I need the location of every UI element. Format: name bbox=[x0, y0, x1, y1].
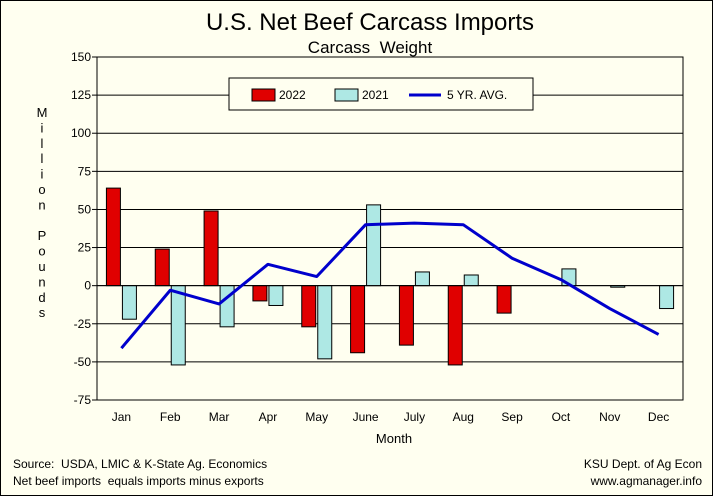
bar-2021-Jan bbox=[121, 285, 137, 320]
y-tick-label: 100 bbox=[71, 126, 91, 140]
x-tick-label: Feb bbox=[160, 410, 181, 424]
y-axis-label-char: i bbox=[41, 120, 44, 135]
y-tick-labels: 150 125 100 75 50 25 0 -25 -50 -75 bbox=[71, 50, 91, 407]
bar-2022-May bbox=[301, 285, 317, 328]
x-axis-label: Month bbox=[376, 431, 412, 446]
average-line-layer bbox=[120, 221, 660, 350]
y-axis-label-char: o bbox=[38, 182, 45, 197]
legend-swatch-2022 bbox=[251, 88, 276, 102]
bar-marks bbox=[97, 187, 683, 366]
y-axis-label-char: P bbox=[38, 228, 47, 243]
bar-2022-July bbox=[398, 285, 414, 346]
source-line-2: Net beef imports equals imports minus ex… bbox=[13, 474, 264, 488]
x-tick-labels: Jan Feb Mar Apr May June July Aug Sep Oct Nov Dec bbox=[112, 410, 670, 424]
chart-subtitle: Carcass Weight bbox=[308, 38, 433, 57]
y-axis-label-char: o bbox=[38, 244, 45, 259]
y-tick-label: 50 bbox=[78, 202, 92, 216]
bar-2022-Jan bbox=[105, 187, 121, 287]
y-axis-label-char: i bbox=[41, 167, 44, 182]
y-tick-label: 25 bbox=[78, 241, 92, 255]
x-tick-label: Dec bbox=[648, 410, 669, 424]
x-tick-label: June bbox=[353, 410, 379, 424]
x-tick-label: Apr bbox=[259, 410, 278, 424]
legend-swatch-2021 bbox=[334, 88, 359, 102]
bar-2021-June bbox=[366, 204, 382, 287]
y-axis-label-char: n bbox=[38, 197, 45, 212]
series-line-5yr-avg bbox=[120, 221, 660, 350]
x-tick-label: May bbox=[305, 410, 328, 424]
x-tick-label: July bbox=[404, 410, 425, 424]
bar-2021-Aug bbox=[463, 274, 479, 287]
x-tick-label: Aug bbox=[453, 410, 474, 424]
legend-label-2022: 2022 bbox=[279, 88, 306, 102]
bar-2021-July bbox=[414, 271, 430, 287]
bar-2022-Apr bbox=[252, 285, 268, 302]
y-tick-label: 125 bbox=[71, 88, 91, 102]
y-axis-label-char: s bbox=[39, 305, 46, 320]
legend-label-5yr-avg: 5 YR. AVG. bbox=[447, 88, 507, 102]
y-axis-label-char: l bbox=[41, 136, 44, 151]
credit-line-1: KSU Dept. of Ag Econ bbox=[584, 457, 702, 471]
y-tick-label: 0 bbox=[84, 279, 91, 293]
legend-label-2021: 2021 bbox=[362, 88, 389, 102]
y-tick-label: -75 bbox=[74, 393, 92, 407]
x-tick-label: Sep bbox=[501, 410, 523, 424]
y-axis-label-char: n bbox=[38, 274, 45, 289]
y-axis-label-char: l bbox=[41, 151, 44, 166]
bar-2022-June bbox=[350, 285, 366, 354]
y-axis-label-char: M bbox=[37, 105, 48, 120]
legend-box bbox=[228, 77, 534, 111]
y-axis-label-char: u bbox=[38, 259, 45, 274]
credit-line-2: www.agmanager.info bbox=[590, 474, 703, 488]
bar-2022-Sep bbox=[496, 285, 512, 314]
y-tick-label: 150 bbox=[71, 50, 91, 64]
x-tick-label: Jan bbox=[112, 410, 131, 424]
y-tick-label: -50 bbox=[74, 355, 92, 369]
bar-2022-Aug bbox=[447, 285, 463, 366]
x-tick-label: Oct bbox=[552, 410, 571, 424]
bar-2021-Feb bbox=[170, 285, 186, 366]
y-tick-label: 75 bbox=[78, 164, 92, 178]
bar-2022-Mar bbox=[203, 210, 219, 287]
x-tick-label: Nov bbox=[599, 410, 620, 424]
bar-2021-May bbox=[317, 285, 333, 360]
chart-title: U.S. Net Beef Carcass Imports bbox=[206, 9, 534, 36]
x-tick-label: Mar bbox=[209, 410, 230, 424]
bar-2021-Dec bbox=[659, 285, 675, 310]
plot-area-border bbox=[96, 56, 684, 401]
bar-2021-Apr bbox=[268, 285, 284, 306]
y-tick-label: -25 bbox=[74, 317, 92, 331]
bar-2022-Feb bbox=[154, 248, 170, 287]
legend: 2022 2021 5 YR. AVG. bbox=[228, 77, 534, 111]
y-axis-label-char: d bbox=[38, 290, 45, 305]
source-line-1: Source: USDA, LMIC & K-State Ag. Economi… bbox=[13, 457, 267, 471]
